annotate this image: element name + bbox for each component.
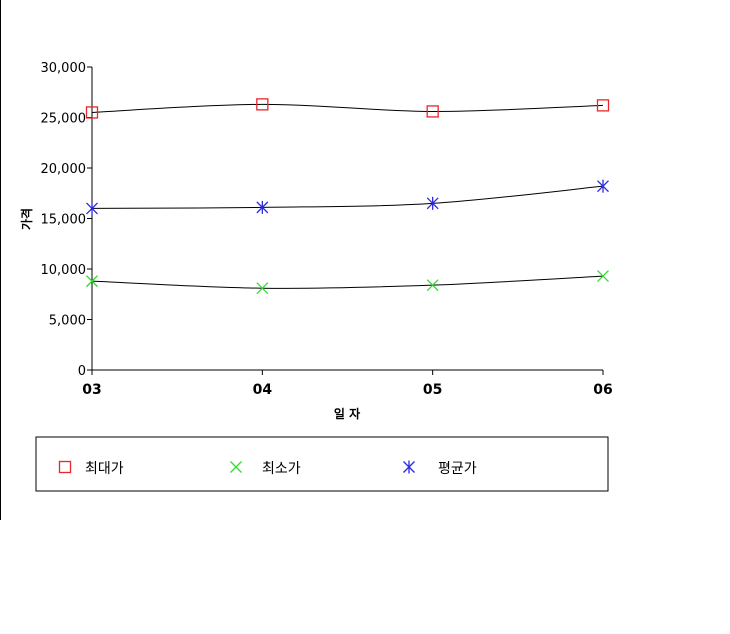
x-tick-label: 06 — [593, 382, 612, 398]
data-point-2-4-stroke — [597, 270, 609, 283]
data-point-1-1-shape — [85, 106, 99, 119]
frame-left-border — [0, 0, 1, 520]
data-point-2-1 — [86, 275, 98, 288]
legend-label-1: 최대가 — [85, 461, 124, 477]
data-point-1-4-shape — [596, 99, 610, 112]
data-point-2-2-stroke — [256, 282, 269, 295]
data-point-1-2-shape — [256, 98, 269, 111]
axes — [91, 67, 603, 371]
legend: 최대가 최소가 평균가 — [35, 436, 609, 492]
data-point-1-2 — [256, 98, 269, 111]
x-tick-label: 04 — [253, 382, 273, 398]
x-axis-title: 일 자 — [334, 406, 360, 421]
legend-box — [35, 436, 609, 492]
data-point-2-3-stroke — [426, 279, 439, 292]
series-line-2 — [91, 275, 604, 289]
series-line-1 — [91, 103, 604, 113]
data-point-1-3 — [426, 105, 439, 118]
x-ticks: 03 04 05 06 — [82, 370, 613, 398]
data-point-2-3 — [426, 279, 439, 292]
legend-label-3: 평균가 — [438, 461, 477, 477]
series-line-3 — [91, 185, 604, 209]
y-tick-label: 0 — [78, 364, 86, 379]
legend-items: 최대가 최소가 평균가 — [58, 460, 477, 477]
y-axis-title: 가격 — [19, 208, 34, 230]
y-tick-label: 30,000 — [41, 61, 87, 76]
legend-marker-2-stroke — [230, 461, 242, 473]
legend-marker-1-shape — [58, 460, 72, 474]
legend-label-2: 최소가 — [262, 461, 301, 477]
y-tick-label: 5,000 — [49, 314, 86, 329]
data-point-2-1-stroke — [86, 275, 98, 288]
data-point-3-4 — [597, 179, 609, 193]
data-point-1-4 — [596, 99, 610, 112]
data-point-3-1 — [86, 201, 98, 215]
y-ticks: 0 5,000 10,000 15,000 20,000 25,000 30,000 — [41, 61, 92, 379]
y-tick-label: 25,000 — [41, 112, 87, 127]
data-point-1-3-shape — [426, 105, 439, 118]
data-point-1-1 — [85, 106, 99, 119]
series — [85, 98, 610, 295]
legend-marker-2 — [230, 461, 242, 473]
y-tick-label: 15,000 — [41, 213, 87, 228]
legend-marker-3 — [403, 460, 415, 474]
legend-marker-1 — [58, 460, 72, 474]
y-tick-label: 10,000 — [41, 263, 87, 278]
data-point-3-3 — [426, 196, 439, 210]
data-point-3-2 — [256, 200, 269, 214]
data-point-2-4 — [597, 270, 609, 283]
data-point-2-2 — [256, 282, 269, 295]
x-tick-label: 05 — [423, 382, 442, 398]
x-tick-label: 03 — [82, 382, 101, 398]
y-tick-label: 20,000 — [41, 162, 87, 177]
